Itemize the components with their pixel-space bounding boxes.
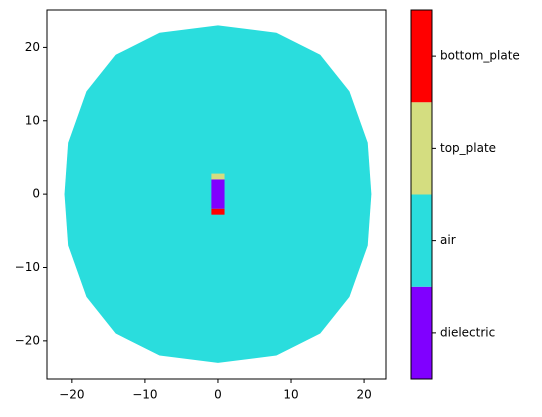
colorbar-segment — [411, 194, 432, 287]
y-tick-label: 0 — [32, 187, 40, 201]
x-tick-label: 20 — [356, 388, 371, 402]
x-tick-label: 10 — [283, 388, 298, 402]
y-tick-label: −20 — [15, 333, 40, 347]
region — [211, 173, 225, 180]
colorbar-frame — [410, 9, 433, 380]
legend-label: dielectric — [440, 325, 495, 339]
colorbar-segment — [411, 286, 432, 379]
y-tick-label: 20 — [25, 40, 40, 54]
y-tick-label: −10 — [15, 260, 40, 274]
legend-label: air — [440, 233, 456, 247]
legend-label: top_plate — [440, 141, 496, 155]
x-tick-label: −10 — [132, 388, 157, 402]
region — [211, 208, 225, 215]
region — [211, 179, 225, 209]
x-tick-label: −20 — [59, 388, 84, 402]
y-tick-label: 10 — [25, 113, 40, 127]
x-tick-label: 0 — [214, 388, 222, 402]
colorbar-segment — [411, 10, 432, 103]
colorbar-segment — [411, 102, 432, 195]
legend-label: bottom_plate — [440, 49, 520, 63]
